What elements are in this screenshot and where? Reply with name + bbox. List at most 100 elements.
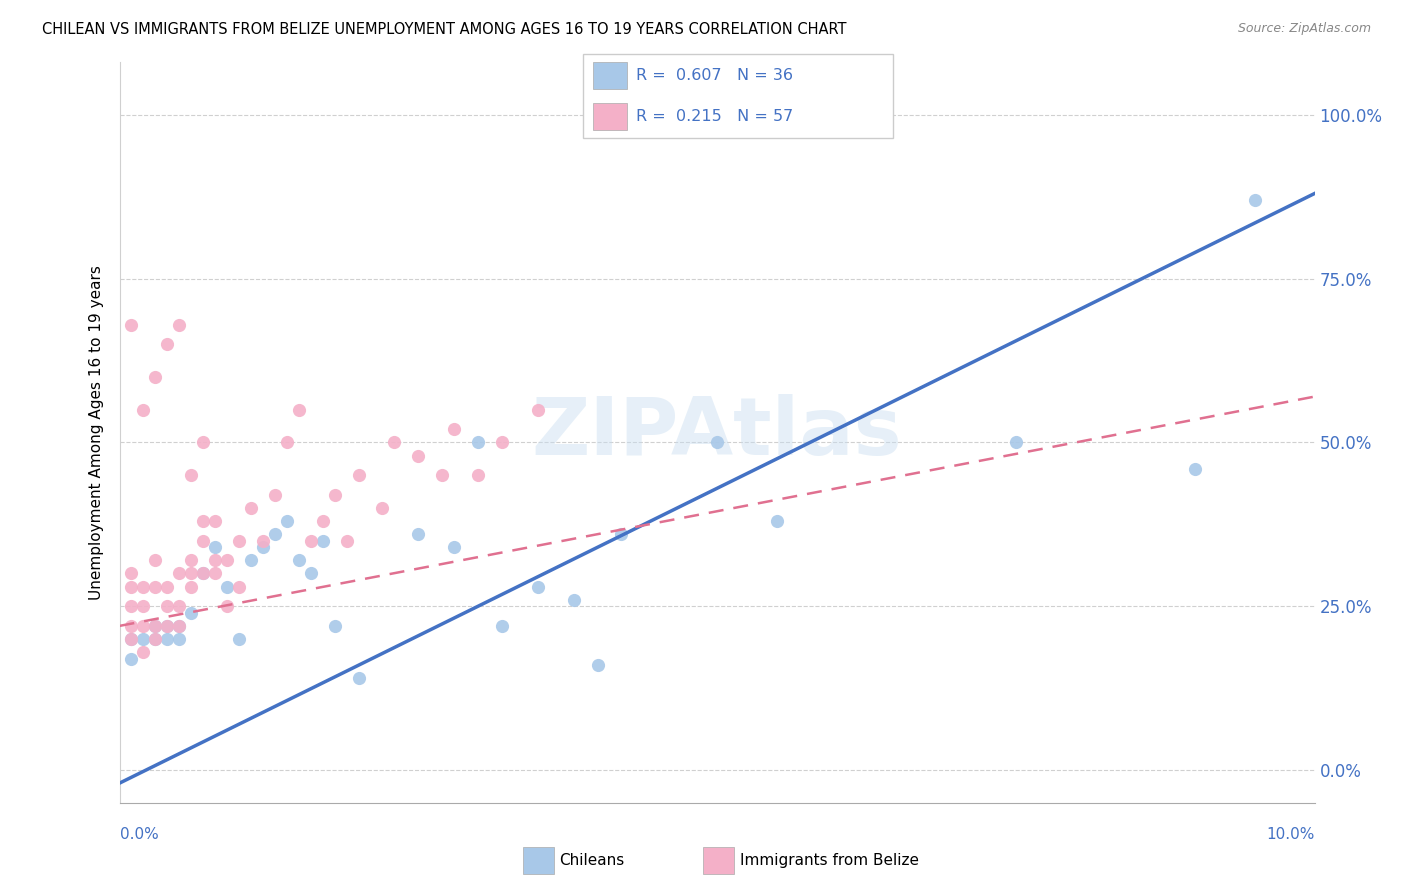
- Point: [228, 533, 250, 548]
- Point: [408, 527, 430, 541]
- Point: [145, 619, 166, 633]
- Point: [145, 370, 166, 384]
- Point: [371, 500, 394, 515]
- Text: ZIPAtlas: ZIPAtlas: [531, 393, 903, 472]
- Point: [121, 632, 143, 646]
- Point: [191, 566, 215, 581]
- Point: [132, 645, 155, 659]
- FancyBboxPatch shape: [703, 847, 734, 874]
- Point: [312, 514, 335, 528]
- Point: [180, 468, 202, 483]
- Point: [156, 632, 179, 646]
- Text: Immigrants from Belize: Immigrants from Belize: [740, 854, 918, 868]
- Point: [121, 318, 143, 332]
- Point: [156, 580, 179, 594]
- FancyBboxPatch shape: [593, 103, 627, 130]
- Text: 10.0%: 10.0%: [1267, 827, 1315, 841]
- Text: Source: ZipAtlas.com: Source: ZipAtlas.com: [1237, 22, 1371, 36]
- Point: [347, 468, 370, 483]
- Point: [204, 514, 226, 528]
- Point: [121, 580, 143, 594]
- Point: [264, 527, 287, 541]
- Point: [443, 541, 465, 555]
- Point: [121, 651, 143, 665]
- Point: [132, 580, 155, 594]
- Point: [467, 435, 489, 450]
- Point: [132, 402, 155, 417]
- Point: [430, 468, 453, 483]
- Point: [217, 580, 239, 594]
- Y-axis label: Unemployment Among Ages 16 to 19 years: Unemployment Among Ages 16 to 19 years: [89, 265, 104, 600]
- FancyBboxPatch shape: [593, 62, 627, 89]
- Point: [586, 658, 609, 673]
- Point: [276, 514, 298, 528]
- Point: [252, 541, 274, 555]
- Point: [706, 435, 728, 450]
- Point: [239, 553, 263, 567]
- Point: [299, 533, 322, 548]
- Point: [132, 619, 155, 633]
- Point: [323, 488, 346, 502]
- Point: [191, 514, 215, 528]
- Point: [191, 533, 215, 548]
- Point: [288, 402, 311, 417]
- Point: [145, 619, 166, 633]
- Point: [336, 533, 357, 548]
- Point: [312, 533, 335, 548]
- Point: [610, 527, 633, 541]
- Point: [156, 619, 179, 633]
- Point: [169, 619, 191, 633]
- Point: [1244, 193, 1267, 207]
- Point: [169, 566, 191, 581]
- Point: [264, 488, 287, 502]
- Point: [169, 318, 191, 332]
- Point: [766, 514, 789, 528]
- Text: Chileans: Chileans: [560, 854, 624, 868]
- Point: [204, 541, 226, 555]
- Point: [408, 449, 430, 463]
- Point: [228, 580, 250, 594]
- Point: [252, 533, 274, 548]
- Point: [276, 435, 298, 450]
- Point: [145, 632, 166, 646]
- Point: [132, 599, 155, 614]
- Point: [217, 553, 239, 567]
- Point: [156, 599, 179, 614]
- Point: [467, 468, 489, 483]
- Point: [491, 435, 513, 450]
- Point: [169, 632, 191, 646]
- Point: [527, 402, 550, 417]
- Point: [132, 632, 155, 646]
- Point: [121, 619, 143, 633]
- Text: 0.0%: 0.0%: [120, 827, 159, 841]
- Point: [323, 619, 346, 633]
- FancyBboxPatch shape: [523, 847, 554, 874]
- Point: [180, 553, 202, 567]
- Point: [217, 599, 239, 614]
- Point: [169, 619, 191, 633]
- Point: [156, 619, 179, 633]
- Point: [180, 580, 202, 594]
- Point: [288, 553, 311, 567]
- Point: [204, 566, 226, 581]
- Point: [121, 566, 143, 581]
- Point: [347, 671, 370, 685]
- Point: [121, 632, 143, 646]
- Text: R =  0.607   N = 36: R = 0.607 N = 36: [636, 68, 793, 83]
- FancyBboxPatch shape: [583, 54, 893, 138]
- Point: [562, 592, 585, 607]
- Point: [180, 606, 202, 620]
- Point: [121, 599, 143, 614]
- Point: [145, 580, 166, 594]
- Point: [443, 422, 465, 436]
- Point: [228, 632, 250, 646]
- Point: [527, 580, 550, 594]
- Point: [145, 632, 166, 646]
- Point: [491, 619, 513, 633]
- Point: [145, 553, 166, 567]
- Point: [191, 566, 215, 581]
- Point: [204, 553, 226, 567]
- Point: [180, 566, 202, 581]
- Text: CHILEAN VS IMMIGRANTS FROM BELIZE UNEMPLOYMENT AMONG AGES 16 TO 19 YEARS CORRELA: CHILEAN VS IMMIGRANTS FROM BELIZE UNEMPL…: [42, 22, 846, 37]
- Point: [382, 435, 406, 450]
